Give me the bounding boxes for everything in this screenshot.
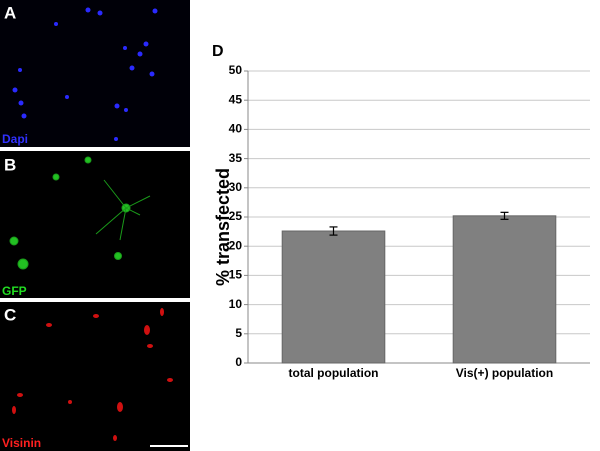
x-tick-label: total population (289, 366, 379, 380)
y-tick-label: 10 (229, 297, 243, 311)
y-tick-label: 15 (229, 268, 243, 282)
y-tick-label: 30 (229, 180, 243, 194)
stain-label: GFP (2, 284, 27, 298)
y-tick-label: 0 (235, 355, 242, 369)
micrograph-gfp (0, 151, 190, 298)
x-tick-label: Vis(+) population (456, 366, 553, 380)
bar (281, 230, 386, 364)
y-tick-label: 35 (229, 151, 243, 165)
y-tick-label: 45 (229, 92, 243, 106)
y-tick-label: 40 (229, 122, 243, 136)
stain-label: Dapi (2, 132, 28, 146)
panel-label: B (4, 155, 16, 174)
y-tick-label: 5 (235, 326, 242, 340)
bar (452, 215, 557, 364)
cells (9, 156, 151, 270)
stain-label: Visinin (2, 436, 41, 450)
panel-label: A (4, 3, 16, 22)
cells (12, 308, 173, 441)
panel-label: D (212, 43, 224, 60)
y-axis-label: % transfected (213, 168, 233, 286)
nuclei (12, 7, 158, 141)
y-tick-label: 50 (229, 63, 243, 77)
y-tick-label: 25 (229, 209, 243, 223)
micrograph-dapi (0, 0, 190, 147)
micrograph-visinin (0, 302, 190, 451)
panel-label: C (4, 305, 16, 324)
y-tick-label: 20 (229, 238, 243, 252)
